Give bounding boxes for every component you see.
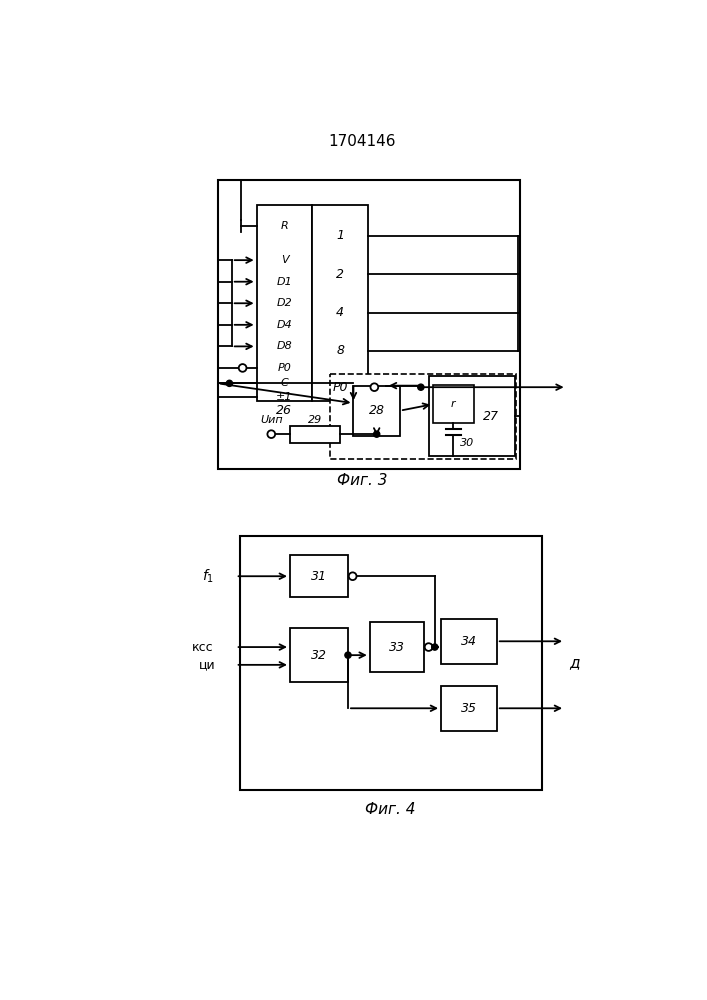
Circle shape [226, 380, 233, 386]
Bar [441, 619, 497, 664]
Text: ±1: ±1 [276, 392, 293, 402]
Bar [433, 385, 474, 423]
Circle shape [239, 364, 247, 372]
Text: 1704146: 1704146 [328, 134, 396, 149]
Circle shape [425, 643, 433, 651]
Text: 2: 2 [337, 267, 344, 280]
Text: Фиг. 3: Фиг. 3 [337, 473, 387, 488]
Text: 28: 28 [368, 404, 385, 417]
Bar [290, 555, 348, 597]
Text: D8: D8 [276, 341, 292, 351]
Text: R: R [281, 221, 288, 231]
Circle shape [418, 384, 424, 390]
Text: D2: D2 [276, 298, 292, 308]
Bar [290, 426, 340, 443]
Text: V: V [281, 255, 288, 265]
Text: 4: 4 [337, 306, 344, 319]
Bar [257, 205, 312, 401]
Circle shape [267, 430, 275, 438]
Text: 26: 26 [276, 404, 293, 417]
Text: 31: 31 [311, 570, 327, 583]
Text: r: r [451, 399, 456, 409]
Bar [240, 536, 542, 790]
Text: 30: 30 [460, 438, 474, 448]
Text: C: C [281, 378, 288, 388]
Text: 27: 27 [483, 410, 498, 423]
Text: P0: P0 [278, 363, 291, 373]
Text: D4: D4 [276, 320, 292, 330]
Bar [429, 376, 515, 456]
Text: Фиг. 4: Фиг. 4 [366, 802, 416, 817]
Text: ци: ци [199, 658, 215, 671]
Circle shape [345, 652, 351, 658]
Bar [330, 374, 516, 459]
Bar [354, 386, 400, 436]
Text: 1: 1 [337, 229, 344, 242]
Text: $f_1$: $f_1$ [202, 568, 214, 585]
Text: 35: 35 [461, 702, 477, 715]
Circle shape [349, 572, 356, 580]
Circle shape [370, 383, 378, 391]
Text: ксс: ксс [192, 641, 213, 654]
Text: P0: P0 [332, 381, 348, 394]
Text: 29: 29 [308, 415, 322, 425]
Bar [218, 180, 520, 469]
Bar [441, 686, 497, 731]
Text: 8: 8 [337, 344, 344, 358]
Text: D1: D1 [276, 277, 292, 287]
Circle shape [432, 644, 438, 650]
Text: 34: 34 [461, 635, 477, 648]
Bar [370, 622, 424, 672]
Circle shape [373, 431, 380, 437]
Bar [312, 205, 368, 401]
Bar [290, 628, 348, 682]
Text: Uип: Uип [260, 415, 283, 425]
Text: 32: 32 [311, 649, 327, 662]
Text: 33: 33 [389, 641, 405, 654]
Text: д: д [569, 655, 580, 670]
